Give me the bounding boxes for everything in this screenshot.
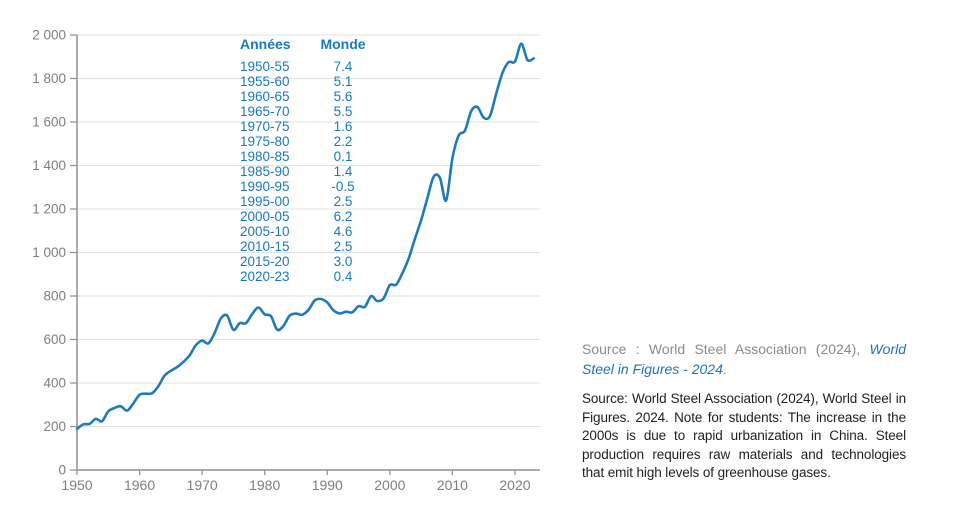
table-cell-value: 0.4: [333, 269, 353, 284]
table-row: 1970-75 1.6: [240, 119, 372, 134]
table-body: 1950-55 7.4 1955-60 5.1 1960-65 5.6 1965-70 5.5…: [240, 59, 372, 284]
table-cell-period: 1995-00: [240, 194, 290, 209]
table-cell-period: 1970-75: [240, 119, 290, 134]
source-fr-prefix: Source : World Steel Association (2024),: [582, 341, 870, 357]
table-cell-value: 2.5: [333, 194, 353, 209]
y-axis-label: 1 000: [32, 245, 66, 260]
table-row: 2005-10 4.6: [240, 224, 372, 239]
y-axis-label: 800: [43, 289, 66, 304]
table-row: 1985-90 1.4: [240, 164, 372, 179]
production-line: [75, 42, 535, 431]
table-row: 2020-23 0.4: [240, 269, 372, 284]
x-axis-label: 1950: [61, 477, 92, 493]
table-cell-value: -0.5: [331, 179, 355, 194]
x-axis-label: 2010: [437, 477, 468, 493]
y-axis-label: 1 400: [32, 158, 66, 173]
table-row: 1990-95 -0.5: [240, 179, 372, 194]
table-cell-period: 2010-15: [240, 239, 290, 254]
table-cell-value: 7.4: [333, 59, 353, 74]
table-cell-period: 1955-60: [240, 74, 290, 89]
table-cell-period: 1985-90: [240, 164, 290, 179]
x-axis-label: 1970: [187, 477, 218, 493]
table-cell-period: 1975-80: [240, 134, 290, 149]
x-axis-label: 1960: [124, 477, 155, 493]
y-axis-label: 1 200: [32, 202, 66, 217]
table-row: 1950-55 7.4: [240, 59, 372, 74]
y-axis-label: 600: [43, 332, 66, 347]
y-axis-label: 1 800: [32, 71, 66, 86]
table-cell-period: 1980-85: [240, 149, 290, 164]
table-row: 2015-20 3.0: [240, 254, 372, 269]
table-cell-value: 3.0: [333, 254, 353, 269]
x-axis-label: 2000: [374, 477, 405, 493]
table-header-annees: Années: [240, 36, 291, 52]
table-row: 2010-15 2.5: [240, 239, 372, 254]
y-axis-label: 400: [43, 376, 66, 391]
table-row: 2000-05 6.2: [240, 209, 372, 224]
x-axis-label: 1990: [312, 477, 343, 493]
table-cell-value: 5.1: [333, 74, 353, 89]
table-row: 1955-60 5.1: [240, 74, 372, 89]
table-cell-period: 2020-23: [240, 269, 290, 284]
table-cell-period: 1960-65: [240, 89, 290, 104]
x-axis-label: 2020: [499, 477, 530, 493]
x-axis-label: 1980: [249, 477, 280, 493]
y-axis-label: 2 000: [32, 28, 66, 43]
table-row: 1975-80 2.2: [240, 134, 372, 149]
table-cell-value: 2.2: [333, 134, 353, 149]
table-cell-value: 4.6: [333, 224, 353, 239]
table-cell-value: 5.6: [333, 89, 353, 104]
table-cell-value: 1.6: [333, 119, 353, 134]
source-note-en: Source: World Steel Association (2024), …: [582, 391, 906, 480]
table-cell-period: 2015-20: [240, 254, 290, 269]
table-cell-period: 1950-55: [240, 59, 290, 74]
y-axis-label: 1 600: [32, 115, 66, 130]
table-row: 1995-00 2.5: [240, 194, 372, 209]
table-header-row: Années Monde: [240, 36, 372, 52]
table-cell-period: 2000-05: [240, 209, 290, 224]
source-link[interactable]: World Steel in Figures - 2024: [582, 341, 906, 377]
table-cell-value: 6.2: [333, 209, 353, 224]
table-row: 1980-85 0.1: [240, 149, 372, 164]
table-cell-value: 5.5: [333, 104, 353, 119]
table-cell-period: 2005-10: [240, 224, 290, 239]
table-cell-period: 1990-95: [240, 179, 290, 194]
table-row: 1965-70 5.5: [240, 104, 372, 119]
table-cell-value: 1.4: [333, 164, 353, 179]
table-header-monde: Monde: [320, 36, 366, 52]
table-row: 1960-65 5.6: [240, 89, 372, 104]
y-axis-label: 0: [58, 463, 66, 478]
growth-rate-table: Années Monde 1950-55 7.4 1955-60 5.1 1960-65…: [240, 36, 372, 284]
table-cell-value: 2.5: [333, 239, 353, 254]
table-cell-value: 0.1: [333, 149, 353, 164]
source-caption-fr: Source : World Steel Association (2024),…: [582, 340, 906, 379]
y-axis-label: 200: [43, 419, 66, 434]
source-fr-suffix: .: [722, 360, 727, 377]
steel-production-line-chart: 0 200 400 600 800 1 000 1 200 1 400 1 600 1 800 2 …: [32, 28, 540, 493]
table-cell-period: 1965-70: [240, 104, 290, 119]
